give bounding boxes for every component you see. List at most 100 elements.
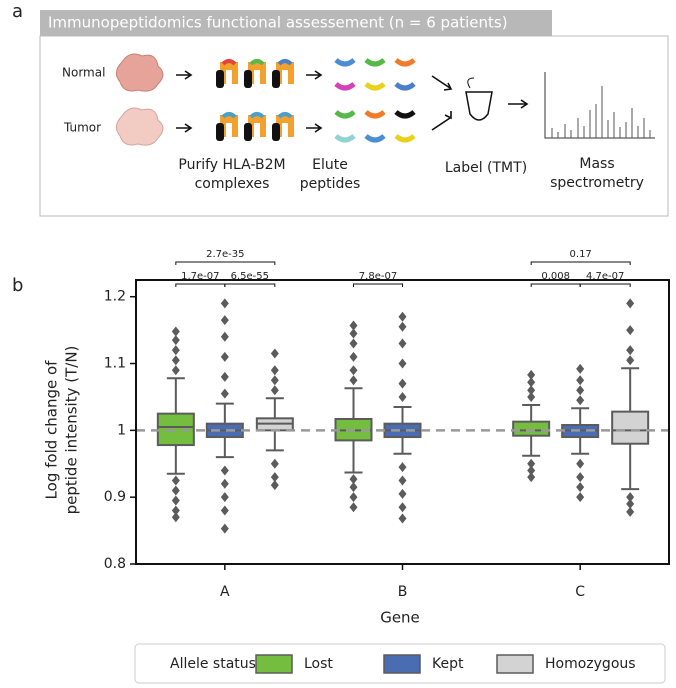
significance-label: 4.7e-07 — [586, 271, 624, 282]
significance-label: 1.7e-07 — [181, 271, 219, 282]
b2m — [272, 70, 280, 88]
outlier — [220, 315, 229, 326]
outlier — [220, 298, 229, 309]
peptide — [221, 59, 237, 66]
step-label: peptides — [300, 176, 361, 192]
outlier — [220, 523, 229, 534]
outlier — [398, 321, 407, 332]
outlier — [626, 298, 635, 309]
outlier — [171, 326, 180, 337]
significance-bracket — [530, 283, 581, 287]
y-tick-label: 0.9 — [104, 489, 126, 505]
peptide — [394, 110, 416, 119]
title-bar — [40, 10, 552, 36]
significance-bracket — [579, 283, 631, 287]
legend-swatch — [255, 654, 293, 674]
significance-label: 0.17 — [570, 249, 592, 260]
hla-body — [276, 62, 294, 84]
hla-body — [220, 62, 238, 84]
outlier — [171, 505, 180, 516]
outlier — [349, 375, 358, 386]
outlier — [576, 375, 585, 386]
outlier — [270, 365, 279, 376]
x-tick-label: B — [398, 584, 408, 600]
y-tick-label: 1.2 — [104, 289, 126, 305]
outlier — [398, 358, 407, 369]
outlier — [398, 378, 407, 389]
outlier — [220, 492, 229, 503]
outlier — [398, 513, 407, 524]
outlier — [398, 502, 407, 513]
tube-lid — [467, 77, 475, 89]
outlier — [270, 385, 279, 396]
peptide — [249, 112, 265, 119]
outlier — [349, 502, 358, 513]
outlier — [349, 328, 358, 339]
peptide — [334, 134, 356, 143]
hla-body — [248, 62, 266, 84]
outlier — [626, 506, 635, 517]
step-label: Elute — [312, 157, 348, 173]
outlier — [171, 512, 180, 523]
outlier — [349, 320, 358, 331]
peptide — [277, 59, 293, 66]
box — [512, 420, 551, 437]
y-tick-label: 0.8 — [104, 556, 126, 572]
outlier — [576, 385, 585, 396]
outlier — [349, 338, 358, 349]
legend-swatch — [496, 654, 534, 674]
peptide — [394, 58, 416, 67]
step-label: Label (TMT) — [445, 160, 527, 176]
b2m — [272, 123, 280, 141]
panel-label: a — [12, 1, 23, 22]
outlier — [220, 371, 229, 382]
outlier — [398, 338, 407, 349]
outlier — [171, 365, 180, 376]
tissue-icon — [116, 53, 164, 92]
outlier — [349, 351, 358, 362]
outlier — [626, 492, 635, 503]
peptide — [364, 82, 386, 91]
outlier — [527, 369, 536, 380]
spectrum-icon — [544, 72, 655, 139]
significance-bracket — [175, 283, 226, 287]
outlier — [349, 492, 358, 503]
step-label: spectrometry — [550, 175, 644, 191]
outlier — [220, 388, 229, 399]
peptide — [394, 82, 416, 91]
outlier — [398, 475, 407, 486]
significance-label: 7.8e-07 — [359, 271, 397, 282]
significance-label: 0.008 — [541, 271, 570, 282]
outlier — [171, 495, 180, 506]
outlier — [270, 348, 279, 359]
y-tick-label: 1 — [117, 422, 126, 438]
significance-bracket — [353, 283, 403, 287]
outlier — [576, 363, 585, 374]
step-label: Purify HLA-B2M — [178, 157, 285, 173]
hla-body — [248, 115, 266, 137]
legend-swatch — [383, 654, 421, 674]
step-label: complexes — [195, 176, 270, 192]
b2m — [244, 123, 252, 141]
outlier — [398, 488, 407, 499]
outlier — [270, 458, 279, 469]
x-tick-label: A — [220, 584, 230, 600]
peptide — [364, 58, 386, 67]
peptide — [364, 110, 386, 119]
outlier — [398, 391, 407, 402]
step-label: Mass — [579, 156, 614, 172]
box — [611, 410, 650, 445]
peptide — [221, 112, 237, 119]
outlier — [626, 345, 635, 356]
b2m — [244, 70, 252, 88]
outlier — [220, 505, 229, 516]
outlier — [171, 485, 180, 496]
tube-icon — [465, 91, 493, 121]
outlier — [527, 472, 536, 483]
outlier — [270, 472, 279, 483]
outlier — [527, 391, 536, 402]
outlier — [220, 351, 229, 362]
hla-body — [220, 115, 238, 137]
